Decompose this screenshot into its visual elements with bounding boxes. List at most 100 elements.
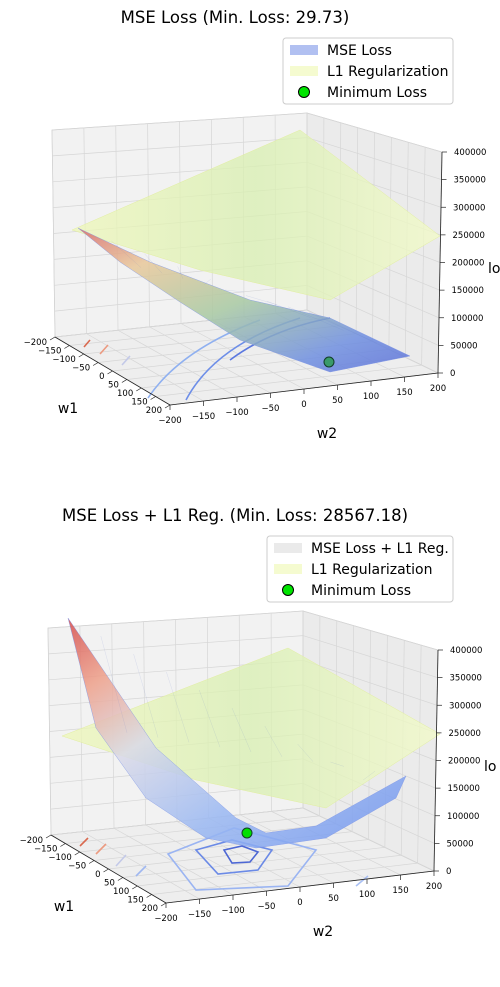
w1-tick-mark — [164, 404, 171, 409]
legend-swatch-0 — [290, 45, 318, 55]
mesh-line — [363, 770, 376, 781]
w2-tick-label: 200 — [426, 882, 442, 892]
legend-swatch-0 — [274, 543, 302, 553]
z-tick-label: 300000 — [453, 203, 485, 213]
w1-tick-mark — [74, 851, 80, 856]
grid-line — [51, 112, 443, 153]
contour-line — [355, 875, 369, 887]
contour-line — [121, 355, 131, 366]
chart-title: MSE Loss (Min. Loss: 29.73) — [121, 8, 350, 27]
w1-tick-mark — [146, 894, 152, 898]
z-tick-label: 250000 — [453, 231, 485, 241]
w1-tick-label: 0 — [99, 372, 104, 382]
z-tick-label: 150000 — [452, 286, 484, 296]
w2-tick-label: 100 — [363, 392, 379, 402]
w2-tick-label: 150 — [392, 886, 408, 896]
grid-line — [417, 645, 422, 864]
w2-tick-label: 100 — [359, 890, 375, 900]
w2-axis-label: w2 — [313, 924, 333, 940]
legend-label-1: L1 Regularization — [311, 562, 433, 578]
w1-tick-mark — [49, 336, 56, 341]
grid-line — [137, 854, 402, 887]
w1-tick-label: −150 — [34, 845, 57, 855]
legend-swatch-2 — [298, 86, 310, 98]
w1-tick-label: −50 — [72, 364, 90, 374]
mesh-line — [224, 289, 245, 293]
contour-line — [95, 843, 107, 855]
w2-tick-label: −50 — [258, 902, 276, 912]
w1-tick-mark — [136, 387, 142, 392]
contour-line — [99, 344, 109, 355]
contour-line — [135, 865, 147, 877]
w2-tick-label: 200 — [430, 384, 446, 394]
w1-tick-label: −150 — [38, 347, 61, 357]
z-axis-label: lo — [484, 759, 496, 775]
w1-tick-mark — [121, 379, 128, 383]
mesh-line — [308, 312, 377, 344]
z-tick-label: 50000 — [447, 839, 474, 849]
grid-line — [302, 807, 435, 872]
w1-tick-mark — [117, 877, 124, 881]
w1-tick-label: 50 — [104, 879, 115, 889]
w1-tick-label: 200 — [146, 406, 162, 416]
z-tick-label: 0 — [446, 867, 451, 877]
w1-tick-label: 50 — [108, 381, 119, 391]
minimum-loss-marker — [323, 356, 335, 368]
w1-tick-label: −200 — [24, 338, 47, 348]
w1-tick-label: 100 — [113, 887, 129, 897]
legend-label-0: MSE Loss — [327, 43, 392, 59]
mesh-line — [266, 300, 311, 318]
legend-label-1: L1 Regularization — [327, 64, 449, 80]
mesh-line — [297, 743, 314, 762]
w2-tick-label: −200 — [158, 416, 181, 426]
z-tick-label: 300000 — [449, 701, 481, 711]
w2-tick-label: −100 — [225, 408, 248, 418]
mesh-line — [198, 689, 221, 748]
legend-swatch-2 — [282, 584, 294, 596]
w1-tick-label: 200 — [142, 904, 158, 914]
mesh-line — [144, 253, 163, 274]
w2-tick-label: 0 — [297, 898, 302, 908]
w1-tick-mark — [60, 843, 66, 847]
w1-tick-label: 100 — [117, 389, 133, 399]
mesh-line — [287, 306, 344, 331]
loss-surface — [77, 227, 411, 373]
w1-tick-label: −200 — [20, 836, 43, 846]
legend: MSE Loss + L1 Reg. L1 Regularization Minim… — [266, 535, 454, 603]
z-tick-label: 200000 — [452, 259, 484, 269]
w1-tick-mark — [160, 902, 167, 907]
mesh-line — [264, 725, 283, 757]
mesh-line — [330, 761, 345, 767]
legend-label-2: Minimum Loss — [327, 85, 427, 101]
w2-tick-label: 50 — [328, 894, 339, 904]
mesh-line — [166, 671, 190, 743]
w1-tick-mark — [107, 370, 113, 375]
grid-line — [421, 147, 426, 366]
z-tick-label: 100000 — [451, 314, 483, 324]
mesh-line — [245, 295, 278, 306]
legend: MSE Loss L1 Regularization Minimum Loss — [282, 37, 454, 105]
legend-label-2: Minimum Loss — [311, 583, 411, 599]
contour-line — [83, 339, 91, 348]
w1-tick-mark — [45, 834, 52, 839]
legend-box — [266, 535, 454, 603]
w1-tick-mark — [103, 868, 109, 873]
z-tick-label: 250000 — [449, 729, 481, 739]
w2-tick-label: 0 — [301, 400, 306, 410]
surface-mesh — [100, 635, 376, 781]
w2-tick-label: −50 — [262, 404, 280, 414]
surface-mesh — [111, 240, 377, 344]
contour-line — [115, 854, 127, 867]
loss-surface — [67, 617, 407, 849]
w1-tick-mark — [150, 396, 156, 400]
grid-line — [155, 364, 422, 397]
mesh-line — [111, 240, 142, 268]
mesh-line — [100, 635, 128, 733]
minimum-loss-marker — [241, 827, 253, 839]
w1-axis-label: w1 — [58, 401, 78, 417]
z-tick-label: 400000 — [454, 148, 486, 158]
